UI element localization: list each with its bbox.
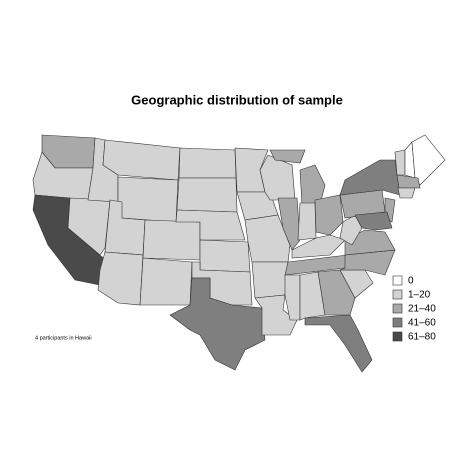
region <box>251 261 289 299</box>
region <box>299 164 326 206</box>
legend-label: 61–80 <box>408 332 436 343</box>
legend-swatch <box>392 331 403 342</box>
legend-label: 41–60 <box>408 318 436 329</box>
region <box>304 314 373 373</box>
region <box>176 177 238 213</box>
region <box>394 149 406 176</box>
region <box>254 294 298 336</box>
region <box>284 274 301 321</box>
legend: 0 1–20 21–40 41–60 61–80 <box>392 275 436 343</box>
region <box>102 139 181 181</box>
legend-label: 21–40 <box>408 304 436 315</box>
legend-swatch <box>392 303 403 314</box>
region <box>297 202 317 241</box>
legend-swatch <box>392 317 403 328</box>
region <box>354 211 393 231</box>
region <box>411 134 446 186</box>
region <box>142 219 201 261</box>
region <box>178 147 237 179</box>
legend-swatch <box>392 289 403 300</box>
region <box>139 257 193 306</box>
region <box>199 239 251 273</box>
region <box>299 271 326 321</box>
legend-label: 0 <box>408 276 414 287</box>
region <box>259 154 296 201</box>
region <box>396 174 421 189</box>
region <box>397 187 416 199</box>
region <box>344 229 396 256</box>
map <box>32 134 446 373</box>
map-note: 4 participants in Hawaii <box>35 335 92 341</box>
region <box>269 149 306 164</box>
map-title: Geographic distribution of sample <box>131 92 343 107</box>
region <box>169 277 266 371</box>
region <box>277 197 301 251</box>
region <box>117 176 179 223</box>
region <box>314 194 344 236</box>
legend-label: 1–20 <box>408 290 431 301</box>
legend-swatch <box>392 275 403 286</box>
